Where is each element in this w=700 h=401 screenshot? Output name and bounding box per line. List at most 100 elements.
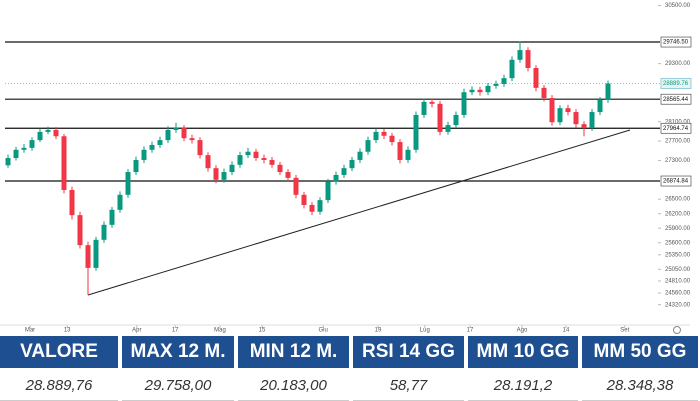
candle-body	[397, 142, 403, 160]
header-cell: MIN 12 M.	[238, 336, 349, 368]
x-tick-label: 14	[563, 328, 570, 334]
value-cell: 20.183,00	[238, 370, 349, 401]
header-cell: MM 50 GG	[582, 336, 698, 368]
candle-body	[277, 164, 283, 173]
candle-body	[45, 129, 51, 132]
candle-body	[597, 99, 603, 113]
x-tick-label: Apr	[132, 328, 141, 334]
value-cell: 28.191,2	[468, 370, 578, 401]
header-cell: VALORE	[0, 336, 118, 368]
y-tick-label: 25050.00	[665, 267, 691, 273]
candle-body	[189, 138, 195, 141]
x-tick-label: Mag	[214, 328, 226, 334]
candle-body	[349, 159, 355, 169]
candle-body	[565, 108, 571, 113]
candle-body	[53, 129, 59, 137]
candle-body	[61, 136, 67, 190]
candle-body	[509, 59, 515, 79]
candle-body	[109, 209, 115, 225]
candle-body	[453, 114, 459, 126]
candle-body	[21, 147, 27, 150]
candle-body	[493, 83, 499, 86]
x-tick-label: Mar	[25, 328, 35, 334]
candle-body	[405, 149, 411, 160]
level-label: 26874.84	[663, 179, 689, 185]
candle-body	[141, 149, 147, 160]
candle-body	[525, 50, 531, 69]
chart: 30500.00 29300.00 28100.00 27700.00 27300.00…	[0, 3, 692, 334]
candle-body	[605, 83, 611, 100]
candle-body	[5, 158, 11, 166]
candle-body	[157, 140, 163, 145]
candle-body	[301, 194, 307, 205]
candle-body	[461, 92, 467, 115]
value-cell: 29.758,00	[122, 370, 234, 401]
candle-body	[501, 78, 507, 84]
candle-body	[437, 103, 443, 132]
x-tick-label: 13	[64, 328, 71, 334]
candle-body	[229, 164, 235, 173]
candle-body	[29, 140, 35, 148]
header-cell: RSI 14 GG	[353, 336, 464, 368]
y-tick-label: 24320.00	[665, 302, 691, 308]
value-cell: 58,77	[353, 370, 464, 401]
candle-body	[429, 101, 435, 104]
x-tick-label: Giu	[319, 328, 328, 334]
candle-body	[557, 108, 563, 123]
candle-body	[421, 101, 427, 115]
y-tick-label: 30500.00	[665, 3, 691, 9]
candle-body	[389, 135, 395, 143]
candle-body	[549, 98, 555, 123]
x-tick-label: Ago	[517, 328, 528, 334]
x-tick-label: Lug	[420, 328, 430, 334]
candle-body	[293, 177, 299, 195]
x-tick-label: 17	[172, 328, 179, 334]
candle-body	[37, 131, 43, 141]
candle-body	[589, 112, 595, 129]
level-label-box	[660, 36, 692, 48]
last-price-box	[660, 78, 692, 90]
candle-body	[69, 189, 75, 216]
header-cell: MAX 12 M.	[122, 336, 234, 368]
candle-body	[517, 50, 523, 60]
y-tick-label: 25900.00	[665, 226, 691, 232]
candle-body	[125, 172, 131, 195]
level-label-box	[660, 93, 692, 105]
candle-body	[477, 89, 483, 93]
candle-body	[205, 155, 211, 169]
candle-body	[93, 239, 99, 268]
candle-body	[357, 151, 363, 160]
candle-body	[213, 168, 219, 180]
trendline	[87, 129, 631, 296]
candle-body	[469, 89, 475, 93]
candle-body	[317, 200, 323, 212]
candle-body	[13, 149, 19, 159]
header-cell: MM 10 GG	[468, 336, 578, 368]
candle-body	[269, 159, 275, 165]
candle-body	[221, 172, 227, 180]
level-label-box	[660, 122, 692, 134]
candle-body	[181, 128, 187, 139]
last-price-label: 28889.76	[663, 81, 689, 87]
candle-body	[341, 168, 347, 175]
candle-body	[237, 155, 243, 165]
candle-body	[413, 114, 419, 150]
y-tick-label: 25350.00	[665, 252, 691, 258]
candle-body	[77, 215, 83, 246]
y-tick-label: 27700.00	[665, 139, 691, 145]
candle-body	[485, 85, 491, 93]
candle-body	[333, 174, 339, 182]
candle-body	[309, 204, 315, 212]
settings-icon	[673, 326, 681, 334]
value-cell: 28.889,76	[0, 370, 118, 401]
x-tick-label: Set	[620, 328, 629, 334]
y-tick-label: 29300.00	[665, 61, 691, 67]
candle-body	[573, 112, 579, 125]
candle-body	[381, 131, 387, 136]
candle-body	[117, 194, 123, 210]
candle-body	[133, 159, 139, 173]
x-tick-label: 17	[467, 328, 474, 334]
candle-body	[197, 140, 203, 156]
x-tick-label: 15	[259, 328, 266, 334]
candle-body	[165, 129, 171, 141]
